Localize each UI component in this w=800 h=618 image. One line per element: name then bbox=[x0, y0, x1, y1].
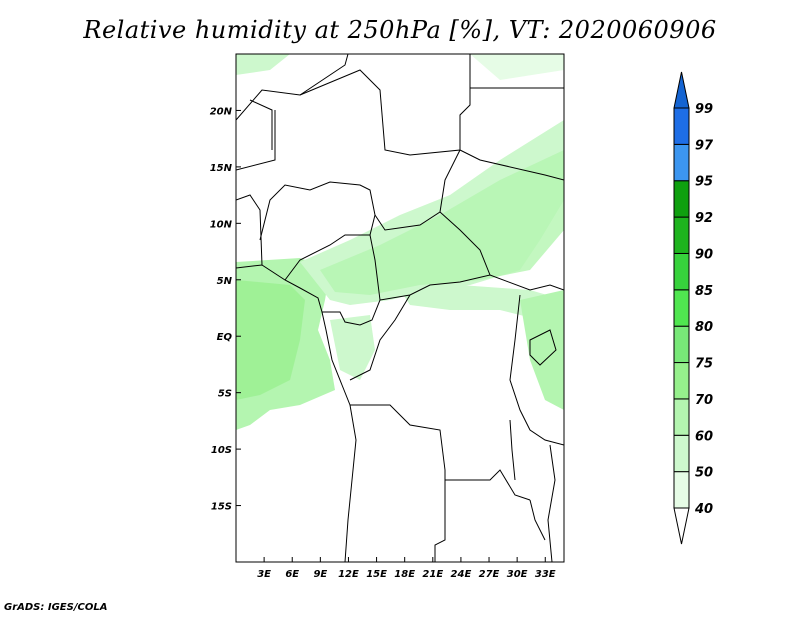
colorbar-label: 85 bbox=[695, 284, 713, 299]
colorbar-label: 60 bbox=[695, 429, 713, 444]
lat-tick-label: EQ bbox=[217, 332, 233, 343]
lon-tick-label: 12E bbox=[338, 569, 359, 580]
colorbar-below-arrow bbox=[673, 507, 690, 545]
humidity-region-west-inner bbox=[236, 280, 305, 400]
lon-tick-label: 24E bbox=[451, 569, 472, 580]
colorbar-label: 40 bbox=[694, 502, 713, 517]
colorbar-label: 70 bbox=[695, 393, 713, 408]
lon-tick-label: 6E bbox=[285, 569, 299, 580]
colorbar-swatch bbox=[673, 325, 690, 364]
colorbar-swatch bbox=[673, 107, 690, 145]
colorbar-label: 50 bbox=[695, 466, 713, 481]
colorbar-swatch bbox=[673, 252, 690, 291]
colorbar-label: 97 bbox=[695, 138, 714, 153]
colorbar-above-arrow bbox=[673, 71, 690, 109]
lat-tick-label: 15N bbox=[210, 163, 233, 174]
humidity-shading bbox=[236, 54, 564, 430]
humidity-east bbox=[520, 290, 564, 410]
lon-tick-label: 30E bbox=[507, 569, 528, 580]
colorbar-swatch bbox=[673, 180, 690, 218]
lat-tick-label: 5S bbox=[218, 389, 232, 400]
map-title: Relative humidity at 250hPa [%], VT: 202… bbox=[83, 16, 717, 44]
country-borders bbox=[236, 54, 564, 562]
lat-tick-label: 20N bbox=[210, 106, 233, 117]
lat-tick-label: 5N bbox=[217, 276, 233, 287]
colorbar-label: 95 bbox=[695, 175, 713, 190]
humidity-nw-corner bbox=[236, 54, 290, 75]
lon-tick-label: 33E bbox=[535, 569, 556, 580]
lat-tick-label: 10N bbox=[210, 219, 233, 230]
colorbar-label: 80 bbox=[695, 320, 713, 335]
lon-tick-label: 21E bbox=[422, 569, 443, 580]
humidity-band-ne-inner bbox=[320, 150, 564, 295]
colorbar-label: 92 bbox=[695, 211, 713, 226]
humidity-ne-corner bbox=[470, 54, 564, 80]
lat-tick-label: 10S bbox=[211, 445, 232, 456]
map-frame bbox=[235, 53, 565, 563]
colorbar-swatch bbox=[673, 216, 690, 254]
colorbar-swatch bbox=[673, 398, 690, 436]
lon-tick-label: 3E bbox=[257, 569, 271, 580]
lon-tick-label: 9E bbox=[313, 569, 327, 580]
colorbar-label: 75 bbox=[695, 357, 713, 372]
humidity-central-blob bbox=[330, 315, 375, 380]
lon-tick-label: 15E bbox=[366, 569, 387, 580]
lat-tick-label: 15S bbox=[211, 502, 232, 513]
grads-credit: GrADS: IGES/COLA bbox=[4, 602, 108, 613]
colorbar-swatch bbox=[673, 289, 690, 327]
colorbar-swatch bbox=[673, 143, 690, 182]
colorbar-swatch bbox=[673, 471, 690, 509]
lon-tick-label: 18E bbox=[394, 569, 415, 580]
humidity-central-strip bbox=[400, 285, 564, 330]
lon-tick-label: 27E bbox=[479, 569, 500, 580]
colorbar-swatch bbox=[673, 434, 690, 473]
colorbar-label: 90 bbox=[695, 247, 713, 262]
colorbar: 40 50 60 70 75 80 85 90 92 95 97 99 bbox=[673, 71, 714, 545]
axis-ticks: 3E 6E 9E 12E 15E 18E 21E 24E 27E 30E 33E 20N 15N 10N 5… bbox=[210, 106, 556, 580]
colorbar-swatch bbox=[673, 362, 690, 400]
colorbar-label: 99 bbox=[695, 102, 713, 117]
